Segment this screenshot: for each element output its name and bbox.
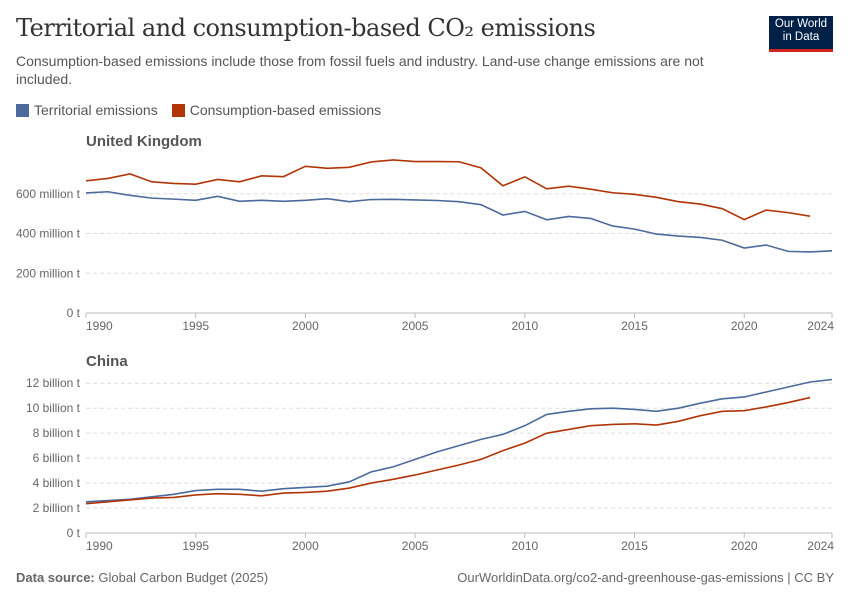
y-tick-label: 6 billion t [33, 451, 81, 465]
x-tick-label: 2000 [292, 319, 319, 333]
x-tick-label: 1990 [86, 539, 113, 553]
legend-swatch [16, 103, 29, 117]
legend-swatch [171, 103, 185, 117]
x-tick-label: 2020 [731, 539, 758, 553]
y-tick-label: 400 million t [16, 227, 81, 241]
chart-subtitle: Consumption-based emissions include thos… [16, 53, 704, 87]
x-tick-label: 1995 [182, 319, 209, 333]
y-tick-label: 200 million t [16, 266, 81, 280]
y-tick-label: 10 billion t [26, 401, 81, 415]
legend-item-consumption[interactable]: Consumption-based emissions [171, 102, 382, 118]
y-tick-label: 2 billion t [33, 501, 81, 515]
source-label: Data source: [16, 570, 95, 585]
x-tick-label: 2000 [292, 539, 319, 553]
series-line-territorial [85, 378, 833, 503]
series-line-territorial [85, 190, 833, 253]
x-tick-label: 1995 [182, 539, 209, 553]
x-tick-label: 2015 [621, 319, 648, 333]
x-tick-label: 2020 [731, 319, 758, 333]
y-tick-label: 12 billion t [26, 376, 81, 390]
source-url[interactable]: OurWorldinData.org/co2-and-greenhouse-ga… [457, 570, 834, 585]
x-tick-label: 2015 [621, 539, 648, 553]
data-source: Data source: Global Carbon Budget (2025) [16, 570, 268, 585]
panel-title: China [86, 353, 128, 370]
legend-item-territorial[interactable]: Territorial emissions [16, 102, 158, 118]
source-text: Global Carbon Budget (2025) [98, 570, 269, 585]
series-line-consumption [85, 396, 811, 505]
legend-label: Consumption-based emissions [189, 102, 382, 118]
legend: Territorial emissions Consumption-based … [16, 102, 381, 118]
y-tick-label: 0 t [67, 306, 81, 320]
y-tick-label: 4 billion t [33, 476, 81, 490]
series-line-consumption [85, 159, 811, 221]
x-tick-label: 1990 [86, 319, 113, 333]
y-tick-label: 0 t [67, 526, 81, 540]
legend-label: Territorial emissions [34, 102, 158, 118]
panel-title: United Kingdom [86, 133, 202, 150]
x-tick-label: 2010 [511, 539, 538, 553]
y-tick-label: 8 billion t [33, 426, 81, 440]
owid-logo[interactable]: Our World in Data [769, 16, 833, 52]
chart-title: Territorial and consumption-based CO₂ em… [16, 14, 596, 42]
y-tick-label: 600 million t [16, 187, 81, 201]
x-tick-label: 2005 [402, 539, 429, 553]
x-tick-label: 2005 [402, 319, 429, 333]
x-tick-label: 2024 [807, 539, 834, 553]
x-tick-label: 2024 [807, 319, 834, 333]
x-tick-label: 2010 [511, 319, 538, 333]
